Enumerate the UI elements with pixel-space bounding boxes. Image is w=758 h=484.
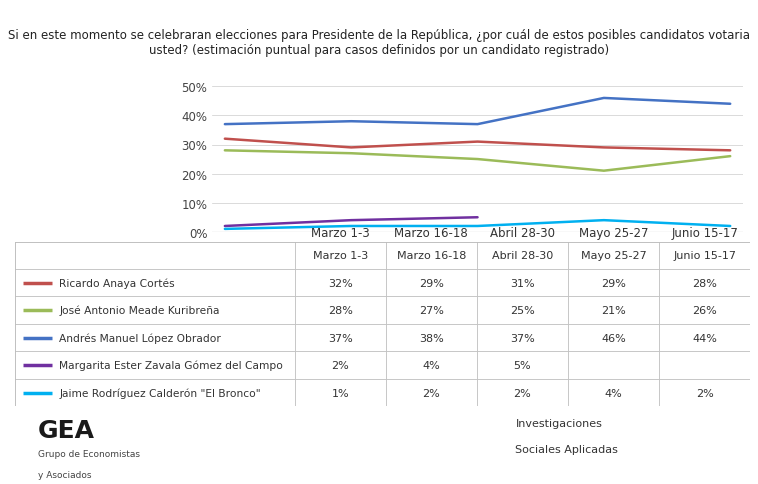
FancyBboxPatch shape [659,379,750,407]
FancyBboxPatch shape [477,324,568,352]
Text: Margarita Ester Zavala Gómez del Campo: Margarita Ester Zavala Gómez del Campo [59,360,283,371]
Text: 4%: 4% [422,361,440,370]
FancyBboxPatch shape [386,242,477,270]
Text: Mayo 25-27: Mayo 25-27 [581,251,647,261]
Text: Sociales Aplicadas: Sociales Aplicadas [515,444,619,454]
FancyBboxPatch shape [659,352,750,379]
FancyBboxPatch shape [15,324,295,352]
FancyBboxPatch shape [659,297,750,324]
FancyBboxPatch shape [295,379,386,407]
FancyBboxPatch shape [477,242,568,270]
Text: Marzo 1-3: Marzo 1-3 [311,227,369,240]
Text: 2%: 2% [696,388,714,398]
FancyBboxPatch shape [659,270,750,297]
FancyBboxPatch shape [659,324,750,352]
Text: 38%: 38% [419,333,443,343]
Text: 28%: 28% [692,278,717,288]
FancyBboxPatch shape [477,352,568,379]
FancyBboxPatch shape [477,297,568,324]
Text: Andrés Manuel López Obrador: Andrés Manuel López Obrador [59,333,221,343]
Text: 2%: 2% [422,388,440,398]
FancyBboxPatch shape [568,352,659,379]
Text: Abril 28-30: Abril 28-30 [492,251,553,261]
FancyBboxPatch shape [568,324,659,352]
FancyBboxPatch shape [568,270,659,297]
Text: Investigaciones: Investigaciones [515,418,603,428]
Text: Ricardo Anaya Cortés: Ricardo Anaya Cortés [59,278,175,288]
FancyBboxPatch shape [295,297,386,324]
FancyBboxPatch shape [386,270,477,297]
Text: 25%: 25% [510,305,535,316]
Text: 28%: 28% [327,305,352,316]
Text: 37%: 37% [510,333,535,343]
Text: 2%: 2% [514,388,531,398]
Text: GEA: GEA [38,418,95,442]
Text: 44%: 44% [692,333,717,343]
FancyBboxPatch shape [15,352,295,379]
Text: Si en este momento se celebraran elecciones para Presidente de la República, ¿po: Si en este momento se celebraran eleccio… [8,29,750,57]
Text: Junio 15-17: Junio 15-17 [672,227,738,240]
Text: 1%: 1% [331,388,349,398]
FancyBboxPatch shape [386,297,477,324]
FancyBboxPatch shape [295,270,386,297]
Text: 21%: 21% [601,305,626,316]
Text: y Asociados: y Asociados [38,470,92,479]
FancyBboxPatch shape [568,297,659,324]
Text: 37%: 37% [327,333,352,343]
FancyBboxPatch shape [386,379,477,407]
FancyBboxPatch shape [15,270,295,297]
FancyBboxPatch shape [15,297,295,324]
Text: Abril 28-30: Abril 28-30 [490,227,555,240]
FancyBboxPatch shape [477,270,568,297]
Text: Mayo 25-27: Mayo 25-27 [579,227,648,240]
Text: Jaime Rodríguez Calderón "El Bronco": Jaime Rodríguez Calderón "El Bronco" [59,388,261,398]
FancyBboxPatch shape [295,242,386,270]
Text: Marzo 16-18: Marzo 16-18 [396,251,466,261]
FancyBboxPatch shape [15,379,295,407]
FancyBboxPatch shape [659,242,750,270]
FancyBboxPatch shape [568,242,659,270]
Text: 2%: 2% [331,361,349,370]
Text: Marzo 1-3: Marzo 1-3 [312,251,368,261]
FancyBboxPatch shape [15,242,295,270]
FancyBboxPatch shape [386,324,477,352]
Text: 32%: 32% [327,278,352,288]
Text: 26%: 26% [693,305,717,316]
FancyBboxPatch shape [386,352,477,379]
Text: 29%: 29% [419,278,443,288]
Text: 4%: 4% [605,388,622,398]
Text: Marzo 16-18: Marzo 16-18 [394,227,468,240]
Text: 29%: 29% [601,278,626,288]
Text: José Antonio Meade Kuribreña: José Antonio Meade Kuribreña [59,305,220,316]
Text: Grupo de Economistas: Grupo de Economistas [38,449,140,458]
Text: 31%: 31% [510,278,535,288]
Text: 5%: 5% [514,361,531,370]
Text: 27%: 27% [419,305,443,316]
Text: 46%: 46% [601,333,626,343]
Text: Junio 15-17: Junio 15-17 [673,251,736,261]
FancyBboxPatch shape [568,379,659,407]
FancyBboxPatch shape [295,352,386,379]
FancyBboxPatch shape [295,324,386,352]
FancyBboxPatch shape [477,379,568,407]
